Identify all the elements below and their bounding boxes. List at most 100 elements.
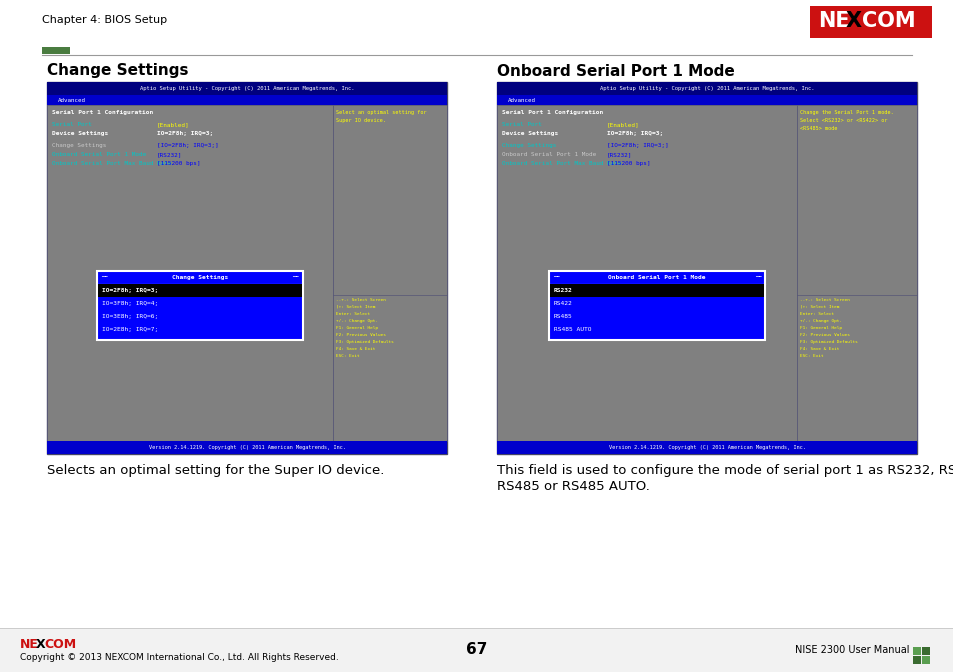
Text: IO=2F8h; IRQ=3;: IO=2F8h; IRQ=3;	[102, 288, 158, 292]
Text: [IO=2F8h; IRQ=3;]: [IO=2F8h; IRQ=3;]	[157, 143, 218, 148]
Text: Onboard Serial Port Max Baud Rate: Onboard Serial Port Max Baud Rate	[52, 161, 172, 166]
Bar	[53, 95, 91, 105]
Text: ──: ──	[754, 275, 760, 280]
Text: NE: NE	[817, 11, 849, 31]
Text: RS232: RS232	[554, 288, 572, 292]
Bar	[98, 284, 302, 296]
Text: Version 2.14.1219. Copyright (C) 2011 American Megatrends, Inc.: Version 2.14.1219. Copyright (C) 2011 Am…	[608, 445, 804, 450]
Text: Serial Port: Serial Port	[52, 122, 91, 127]
Text: F1: General Help: F1: General Help	[800, 326, 841, 330]
Bar	[497, 105, 797, 441]
Bar	[921, 647, 929, 655]
Bar	[497, 82, 916, 95]
Bar	[0, 628, 953, 629]
Text: Copyright © 2013 NEXCOM International Co., Ltd. All Rights Reserved.: Copyright © 2013 NEXCOM International Co…	[20, 653, 338, 663]
Text: Selects an optimal setting for the Super IO device.: Selects an optimal setting for the Super…	[47, 464, 384, 477]
Bar	[912, 647, 920, 655]
Text: Onboard Serial Port 1 Mode: Onboard Serial Port 1 Mode	[501, 152, 596, 157]
Bar	[502, 95, 540, 105]
Text: ──: ──	[101, 275, 108, 280]
Text: <RS485> mode: <RS485> mode	[800, 126, 837, 131]
Bar	[333, 105, 447, 441]
Text: |↑: Select Item: |↑: Select Item	[335, 305, 375, 309]
Text: IO=2F8h; IRQ=3;: IO=2F8h; IRQ=3;	[157, 131, 213, 136]
Text: Change the Serial Port 1 mode.: Change the Serial Port 1 mode.	[800, 110, 893, 115]
Bar	[809, 6, 931, 38]
Text: IO=3E8h; IRQ=6;: IO=3E8h; IRQ=6;	[102, 314, 158, 319]
Text: Chapter 4: BIOS Setup: Chapter 4: BIOS Setup	[42, 15, 167, 25]
Text: X: X	[845, 11, 862, 31]
Text: This field is used to configure the mode of serial port 1 as RS232, RS422,: This field is used to configure the mode…	[497, 464, 953, 477]
Bar	[912, 656, 920, 664]
Text: Serial Port 1 Configuration: Serial Port 1 Configuration	[501, 110, 602, 115]
Text: RS485: RS485	[554, 314, 572, 319]
Text: Onboard Serial Port 1 Mode: Onboard Serial Port 1 Mode	[52, 152, 146, 157]
Text: F2: Previous Values: F2: Previous Values	[335, 333, 385, 337]
Bar	[47, 82, 447, 95]
Text: Onboard Serial Port 1 Mode: Onboard Serial Port 1 Mode	[497, 63, 734, 79]
Bar	[47, 441, 447, 454]
Text: NISE 2300 User Manual: NISE 2300 User Manual	[795, 645, 909, 655]
Text: ESC: Exit: ESC: Exit	[335, 354, 359, 358]
Text: [115200 bps]: [115200 bps]	[157, 161, 200, 166]
Text: Enter: Select: Enter: Select	[800, 312, 834, 316]
Text: Aptio Setup Utility - Copyright (C) 2011 American Megatrends, Inc.: Aptio Setup Utility - Copyright (C) 2011…	[599, 86, 814, 91]
Text: COM: COM	[44, 638, 76, 650]
Text: Super IO device.: Super IO device.	[335, 118, 386, 123]
Text: [115200 bps]: [115200 bps]	[606, 161, 650, 166]
Text: RS485 or RS485 AUTO.: RS485 or RS485 AUTO.	[497, 480, 649, 493]
Text: --+-: Select Screen: --+-: Select Screen	[335, 298, 385, 302]
Bar	[549, 271, 764, 339]
Text: RS422: RS422	[554, 300, 572, 306]
Text: +/-: Change Opt.: +/-: Change Opt.	[335, 319, 377, 323]
Text: Device Settings: Device Settings	[52, 131, 108, 136]
Text: [Enabled]: [Enabled]	[157, 122, 190, 127]
Text: NE: NE	[20, 638, 39, 650]
Text: ESC: Exit: ESC: Exit	[800, 354, 823, 358]
Text: Serial Port: Serial Port	[501, 122, 541, 127]
Text: Version 2.14.1219. Copyright (C) 2011 American Megatrends, Inc.: Version 2.14.1219. Copyright (C) 2011 Am…	[149, 445, 345, 450]
Text: Change Settings: Change Settings	[501, 143, 556, 148]
Text: COM: COM	[862, 11, 915, 31]
Bar	[497, 95, 916, 105]
Text: |↑: Select Item: |↑: Select Item	[800, 305, 839, 309]
Text: F2: Previous Values: F2: Previous Values	[800, 333, 849, 337]
Text: Enter: Select: Enter: Select	[335, 312, 370, 316]
Text: Aptio Setup Utility - Copyright (C) 2011 American Megatrends, Inc.: Aptio Setup Utility - Copyright (C) 2011…	[139, 86, 354, 91]
Text: F3: Optimized Defaults: F3: Optimized Defaults	[800, 340, 857, 344]
Text: [IO=2F8h; IRQ=3;]: [IO=2F8h; IRQ=3;]	[606, 143, 668, 148]
Bar	[797, 105, 916, 441]
Text: F1: General Help: F1: General Help	[335, 326, 377, 330]
Bar	[47, 105, 333, 441]
Text: Onboard Serial Port 1 Mode: Onboard Serial Port 1 Mode	[608, 275, 705, 280]
Text: Change Settings: Change Settings	[172, 275, 228, 280]
Text: +/-: Change Opt.: +/-: Change Opt.	[800, 319, 841, 323]
Text: F4: Save & Exit: F4: Save & Exit	[335, 347, 375, 351]
Text: [RS232]: [RS232]	[606, 152, 632, 157]
Text: Serial Port 1 Configuration: Serial Port 1 Configuration	[52, 110, 153, 115]
Text: Advanced: Advanced	[507, 97, 536, 103]
Text: Select <RS232> or <RS422> or: Select <RS232> or <RS422> or	[800, 118, 887, 123]
Text: ──: ──	[293, 275, 298, 280]
Text: F3: Optimized Defaults: F3: Optimized Defaults	[335, 340, 394, 344]
Text: Device Settings: Device Settings	[501, 131, 558, 136]
Text: --+-: Select Screen: --+-: Select Screen	[800, 298, 849, 302]
Bar	[497, 441, 916, 454]
Text: [Enabled]: [Enabled]	[606, 122, 639, 127]
Text: [RS232]: [RS232]	[157, 152, 182, 157]
Text: Select an optimal setting for: Select an optimal setting for	[335, 110, 426, 115]
Text: IO=2F8h; IRQ=3;: IO=2F8h; IRQ=3;	[606, 131, 662, 136]
Text: Onboard Serial Port Max Baud Rate: Onboard Serial Port Max Baud Rate	[501, 161, 621, 166]
Bar	[47, 82, 447, 454]
Bar	[550, 284, 763, 296]
Bar	[47, 95, 447, 105]
Bar	[497, 82, 916, 454]
Text: Change Settings: Change Settings	[52, 143, 107, 148]
Text: X: X	[36, 638, 46, 650]
Text: IO=3F8h; IRQ=4;: IO=3F8h; IRQ=4;	[102, 300, 158, 306]
Text: ──: ──	[553, 275, 559, 280]
Bar	[921, 656, 929, 664]
Text: Advanced: Advanced	[58, 97, 86, 103]
Text: RS485 AUTO: RS485 AUTO	[554, 327, 591, 331]
Text: IO=2E8h; IRQ=7;: IO=2E8h; IRQ=7;	[102, 327, 158, 331]
